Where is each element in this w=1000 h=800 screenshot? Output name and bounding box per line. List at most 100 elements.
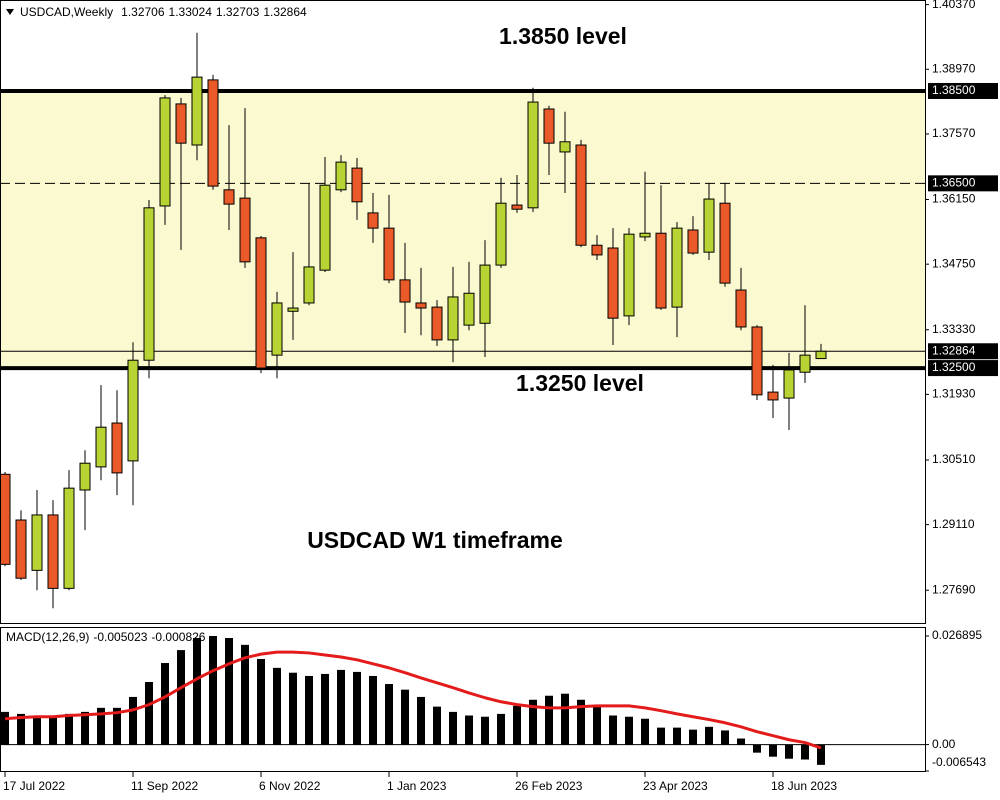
candle-body	[0, 473, 11, 565]
candle-body	[527, 101, 539, 209]
candle-body	[591, 244, 603, 256]
macd-bar	[417, 696, 425, 745]
candle-body	[367, 212, 379, 229]
candle-body	[431, 306, 443, 341]
candle-body	[719, 202, 731, 284]
macd-bar	[273, 667, 281, 745]
level-label: 1.38500	[932, 83, 976, 97]
macd-bar	[97, 707, 105, 745]
range-band	[0, 90, 925, 369]
macd-bar	[145, 682, 153, 745]
candle-body	[463, 292, 475, 326]
macd-bar	[257, 658, 265, 745]
candle-body	[575, 144, 587, 246]
macd-bar	[529, 699, 537, 745]
x-tick-label: 6 Nov 2022	[259, 779, 321, 793]
macd-bar	[161, 663, 169, 745]
candle-body	[479, 264, 491, 324]
annotation: USDCAD W1 timeframe	[307, 527, 563, 553]
candle-body	[559, 141, 571, 153]
macd-bar	[673, 727, 681, 745]
y-tick-label: 1.31930	[932, 387, 976, 401]
macd-bar	[113, 707, 121, 745]
candle-body	[319, 184, 331, 271]
macd-bar	[577, 699, 585, 745]
macd-bar	[353, 671, 361, 745]
macd-bar	[753, 744, 761, 753]
macd-bar	[337, 669, 345, 745]
candle-body	[783, 369, 795, 399]
x-tick-label: 18 Jun 2023	[771, 779, 837, 793]
candle-body	[15, 519, 27, 579]
macd-bar	[689, 729, 697, 745]
macd-bar	[641, 718, 649, 745]
y-tick-label: 1.27690	[932, 582, 976, 596]
y-tick-label: 1.33330	[932, 322, 976, 336]
macd-bar	[481, 716, 489, 745]
x-tick-label: 23 Apr 2023	[643, 779, 708, 793]
annotation: 1.3250 level	[516, 370, 644, 396]
candle-body	[191, 76, 203, 146]
macd-title: MACD(12,26,9)	[6, 630, 89, 644]
macd-bar	[721, 730, 729, 745]
signal-value: -0.000826	[151, 630, 205, 644]
low: 1.32703	[216, 5, 260, 19]
macd-bar	[465, 715, 473, 745]
candle-body	[607, 247, 619, 319]
macd-bar	[737, 738, 745, 745]
macd-bar	[385, 684, 393, 745]
header: USDCAD,Weekly 1.32706 1.33024 1.32703 1.3286…	[20, 5, 307, 19]
macd-bar	[225, 637, 233, 745]
candle-body	[351, 167, 363, 203]
macd-bar	[289, 672, 297, 745]
macd-bar	[369, 675, 377, 745]
macd-bar	[17, 713, 25, 745]
y-tick-label: 0.00	[932, 737, 956, 751]
candle-body	[303, 266, 315, 304]
menu-arrow[interactable]	[6, 9, 14, 15]
symbol: USDCAD,Weekly	[20, 5, 113, 19]
level-label-bg	[928, 360, 998, 377]
macd-bar	[33, 715, 41, 745]
macd-bar	[81, 711, 89, 745]
x-tick-label: 26 Feb 2023	[515, 779, 583, 793]
level-label: 1.32500	[932, 360, 976, 374]
y-tick-label: 1.38970	[932, 61, 976, 75]
macd-frame	[0, 627, 926, 772]
macd-bar	[513, 705, 521, 745]
macd-bar	[401, 689, 409, 745]
candle-body	[95, 426, 107, 468]
candle-body	[735, 289, 747, 328]
macd-bar	[305, 675, 313, 745]
candle-body	[655, 232, 667, 309]
candle-body	[815, 350, 827, 360]
background	[0, 90, 925, 369]
signal-line	[4, 650, 822, 750]
candle-body	[47, 514, 59, 589]
close: 1.32864	[263, 5, 307, 19]
macd-bar	[561, 693, 569, 745]
macd-bar	[785, 744, 793, 759]
macd-value: -0.005023	[93, 630, 147, 644]
candle-body	[223, 189, 235, 205]
y-tick-label: 1.34750	[932, 256, 976, 270]
level-label-bg	[928, 175, 998, 192]
candle-body	[287, 307, 299, 312]
main-frame	[0, 0, 926, 624]
candle-body	[63, 487, 75, 589]
x-tick-label: 11 Sep 2022	[131, 779, 198, 793]
macd-bar	[49, 715, 57, 745]
x-tick-label: 1 Jan 2023	[387, 779, 447, 793]
macd-bar	[801, 744, 809, 760]
candle-body	[335, 161, 347, 191]
level-label-bg	[928, 82, 998, 99]
macd-bar	[129, 696, 137, 745]
level-label-bg	[928, 343, 998, 360]
candle-body	[447, 296, 459, 341]
candle-body	[703, 198, 715, 253]
macd-bar	[769, 744, 777, 757]
candle-body	[31, 514, 43, 571]
candle-body	[383, 227, 395, 281]
candle-body	[543, 108, 555, 144]
candle-body	[623, 233, 635, 317]
